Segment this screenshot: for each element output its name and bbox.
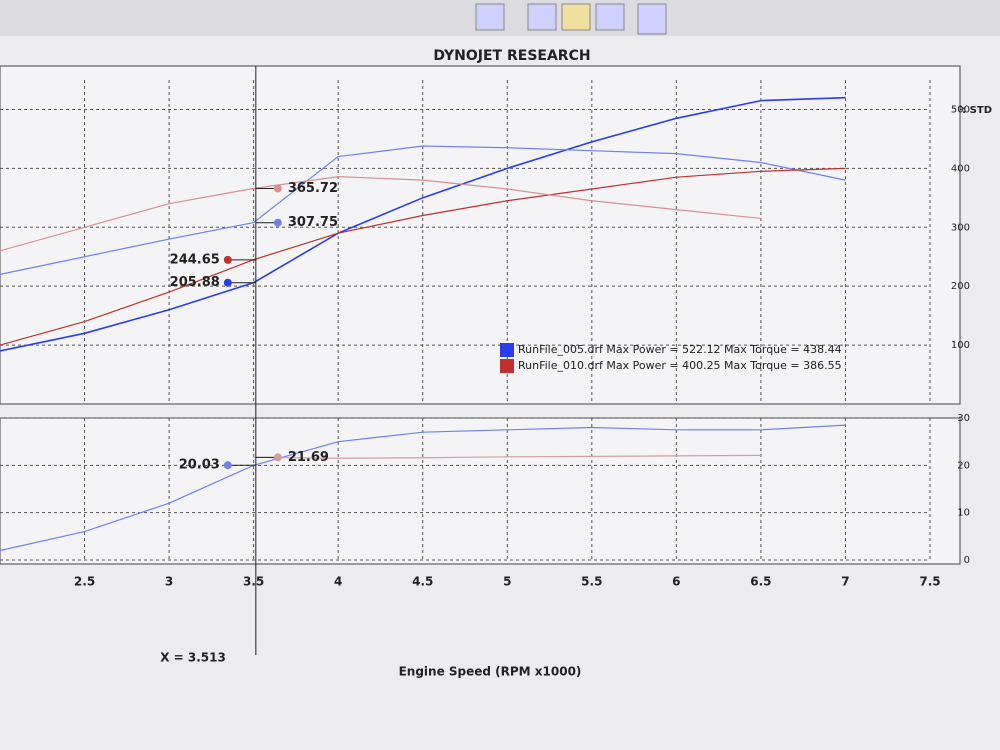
x-tick-label: 7.5 <box>919 575 940 589</box>
tool-icon[interactable] <box>637 3 667 35</box>
cursor-label: X = 3.513 <box>160 651 226 665</box>
x-tick-label: 6.5 <box>750 575 771 589</box>
readout-label: 307.75 <box>288 215 338 230</box>
readout-dot <box>223 461 232 470</box>
readout-dot <box>273 218 282 227</box>
series-line <box>0 96 846 352</box>
x-tick-label: 2.5 <box>74 575 95 589</box>
series-line <box>0 145 846 275</box>
y-tick-label: 500 <box>951 104 970 115</box>
legend-label: RunFile_010.drf Max Power = 400.25 Max T… <box>518 359 842 372</box>
tool-icon[interactable] <box>527 3 557 31</box>
y-tick-label: 400 <box>951 163 970 174</box>
readout-label: 365.72 <box>288 181 338 196</box>
y-tick-label: 0 <box>964 555 970 566</box>
y-tick-label: 200 <box>951 281 970 292</box>
y-tick-label: 100 <box>951 340 970 351</box>
correction-note: CF: STD <box>949 105 992 116</box>
x-tick-label: 5 <box>503 575 511 589</box>
x-tick-label: 3 <box>165 575 173 589</box>
x-tick-label: 3.5 <box>243 575 264 589</box>
x-tick-label: 6 <box>672 575 680 589</box>
x-axis-label: Engine Speed (RPM x1000) <box>399 665 582 679</box>
legend-swatch <box>500 359 514 373</box>
readout-dot <box>273 184 282 193</box>
readout-dot <box>223 278 232 287</box>
readout-label: 244.65 <box>170 252 220 267</box>
x-tick-label: 4.5 <box>412 575 433 589</box>
tool-icon[interactable] <box>595 3 625 31</box>
legend-swatch <box>500 343 514 357</box>
toolbar-icons <box>475 3 667 35</box>
series-line <box>0 424 846 552</box>
y-tick-label: 30 <box>957 413 970 424</box>
series-line <box>253 454 761 459</box>
readout-label: 21.69 <box>288 450 329 465</box>
x-tick-label: 4 <box>334 575 342 589</box>
tool-icon[interactable] <box>475 3 505 31</box>
readout-label: 205.88 <box>170 275 220 290</box>
y-tick-label: 10 <box>957 508 970 519</box>
y-tick-label: 20 <box>957 460 970 471</box>
x-tick-label: 5.5 <box>581 575 602 589</box>
series-line <box>0 176 761 252</box>
readout-label: 20.03 <box>179 458 220 473</box>
lower-panel <box>0 417 961 565</box>
readout-dot <box>223 255 232 264</box>
x-tick-label: 7 <box>841 575 849 589</box>
y-tick-label: 300 <box>951 222 970 233</box>
upper-panel <box>0 65 961 405</box>
readout-dot <box>273 453 282 462</box>
tool-icon[interactable] <box>561 3 591 31</box>
chart-title: DYNOJET RESEARCH <box>433 48 590 64</box>
series-line <box>0 167 846 346</box>
legend-label: RunFile_005.drf Max Power = 522.12 Max T… <box>518 343 842 356</box>
